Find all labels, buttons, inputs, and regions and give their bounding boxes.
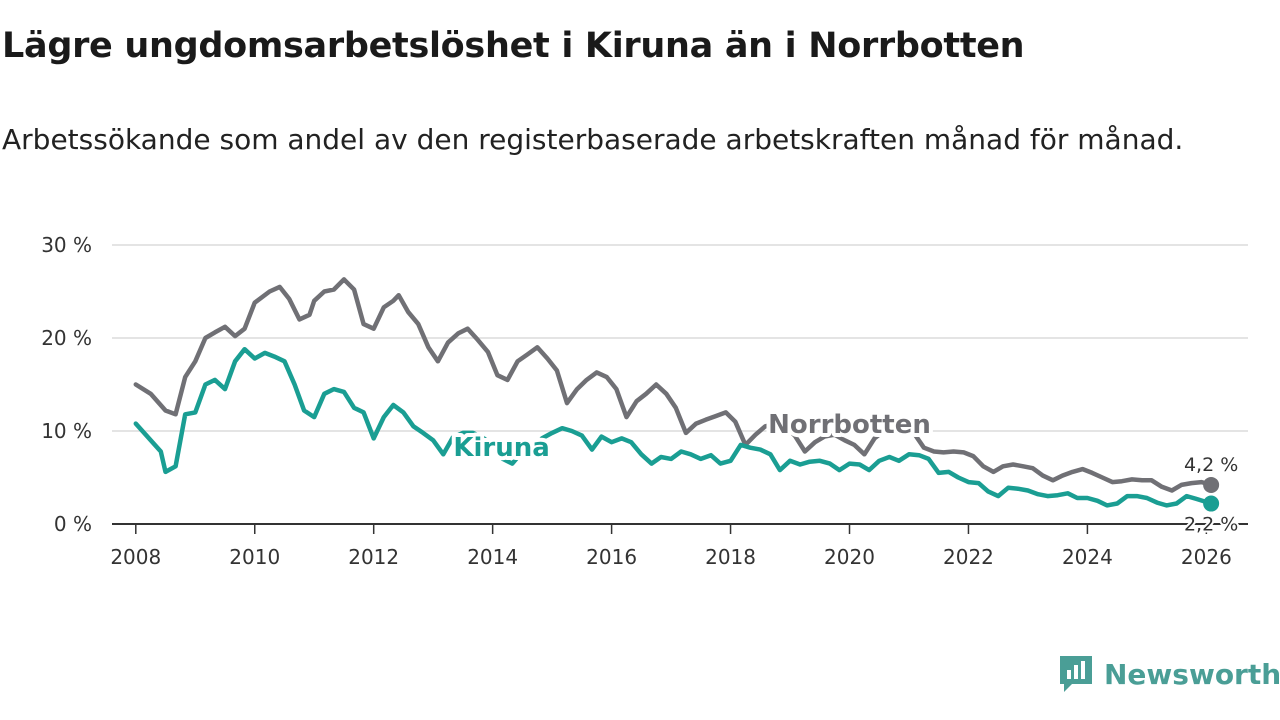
series-labels: 4,2 % 2,2 % Norrbotten Kiruna (449, 406, 1240, 538)
x-tick-label: 2010 (229, 545, 280, 569)
end-label-norrbotten: 4,2 % (1184, 454, 1238, 476)
newsworthy-logo-icon (1060, 656, 1092, 692)
y-axis: 0 % 10 % 20 % 30 % (41, 233, 92, 536)
brand-logo[interactable]: Newsworthy (1058, 654, 1280, 694)
x-tick-label: 2014 (467, 545, 518, 569)
x-tick-label: 2018 (705, 545, 756, 569)
chart-subtitle: Arbetssökande som andel av den registerb… (2, 123, 1184, 156)
x-tick-label: 2020 (824, 545, 875, 569)
y-tick-label: 30 % (41, 233, 92, 257)
x-tick-label: 2022 (943, 545, 994, 569)
chart-title: Lägre ungdomsarbetslöshet i Kiruna än i … (2, 26, 1025, 66)
series-label-norrbotten: Norrbotten (768, 410, 931, 440)
x-tick-label: 2012 (348, 545, 399, 569)
series-label-kiruna: Kiruna (453, 433, 549, 463)
series-lines (133, 277, 1220, 512)
x-tick-label: 2026 (1181, 545, 1232, 569)
end-point-kiruna (1203, 495, 1220, 512)
end-label-kiruna: 2,2 % (1184, 514, 1238, 536)
y-tick-label: 20 % (41, 326, 92, 350)
x-tick-label: 2024 (1062, 545, 1113, 569)
gridlines (112, 244, 1248, 432)
x-tick-label: 2008 (110, 545, 161, 569)
y-tick-label: 0 % (54, 512, 92, 536)
x-tick-label: 2016 (586, 545, 637, 569)
series-line-kiruna (133, 346, 1214, 508)
y-tick-label: 10 % (41, 419, 92, 443)
x-axis: 2008 2010 2012 2014 2016 2018 2020 2022 2024 2026 (110, 523, 1248, 569)
series-line-norrbotten (133, 277, 1214, 493)
brand-name: Newsworthy (1104, 657, 1280, 691)
end-point-norrbotten (1203, 476, 1220, 493)
